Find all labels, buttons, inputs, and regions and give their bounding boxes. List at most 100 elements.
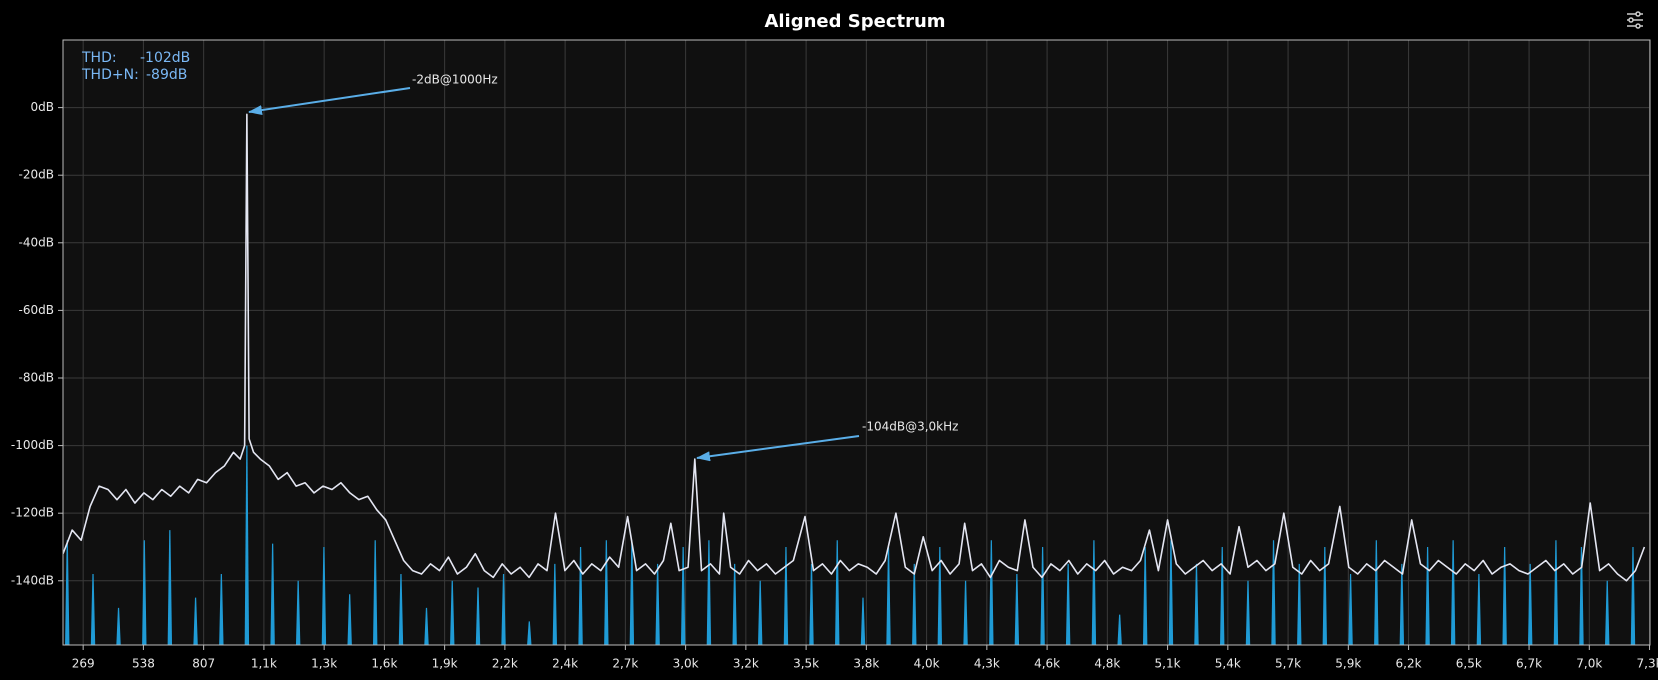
- x-tick-label: 1,9k: [432, 657, 458, 671]
- x-tick-label: 4,3k: [974, 657, 1000, 671]
- spike: [732, 563, 737, 645]
- y-tick-label: -140dB: [11, 573, 54, 587]
- spike: [783, 546, 789, 645]
- x-tick-label: 6,2k: [1396, 657, 1422, 671]
- spike: [244, 445, 250, 645]
- x-tick-label: 2,7k: [612, 657, 638, 671]
- spike: [1014, 574, 1020, 645]
- spike: [1194, 563, 1199, 645]
- spike: [1091, 540, 1097, 645]
- spike: [1065, 563, 1071, 645]
- spike: [578, 546, 583, 645]
- x-tick-label: 3,0k: [673, 657, 699, 671]
- spike: [860, 597, 866, 645]
- stat-label: THD+N:: [81, 67, 139, 83]
- y-tick-label: -100dB: [11, 438, 54, 452]
- spike: [398, 574, 404, 645]
- spike: [347, 594, 352, 645]
- spike: [1374, 540, 1379, 645]
- stat-label: THD:: [81, 50, 117, 66]
- annotation-arrow: [248, 87, 411, 116]
- annotation-arrow: [696, 435, 860, 462]
- spike: [706, 540, 712, 645]
- chart-title: Aligned Spectrum: [764, 11, 945, 32]
- x-tick-label: 7,3k: [1637, 657, 1658, 671]
- spike: [1399, 563, 1405, 645]
- spike: [65, 540, 70, 645]
- spike: [552, 563, 558, 645]
- spike: [989, 540, 994, 645]
- spike: [912, 563, 917, 645]
- spike: [1245, 580, 1251, 645]
- plot-area: [63, 40, 1650, 645]
- x-tick-label: 1,6k: [371, 657, 397, 671]
- x-tick-label: 6,5k: [1456, 657, 1482, 671]
- data-layer: [63, 113, 1646, 645]
- spike: [1553, 540, 1559, 645]
- x-tick-label: 538: [132, 657, 155, 671]
- spike: [1605, 580, 1610, 645]
- x-tick-label: 3,2k: [733, 657, 759, 671]
- spike: [424, 607, 429, 645]
- x-tick-label: 4,0k: [914, 657, 940, 671]
- spike: [1220, 546, 1225, 645]
- spike: [1502, 546, 1507, 645]
- spike: [1271, 540, 1276, 645]
- x-tick-label: 7,0k: [1576, 657, 1602, 671]
- spike: [1117, 614, 1122, 645]
- spike: [116, 607, 121, 645]
- spike: [321, 546, 327, 645]
- y-tick-label: -80dB: [19, 370, 54, 384]
- spike: [295, 580, 301, 645]
- spike: [1168, 540, 1174, 645]
- y-tick-label: -40dB: [19, 235, 54, 249]
- annotation: -104dB@3,0kHz: [862, 420, 958, 434]
- spike: [886, 546, 891, 645]
- stat-value: -102dB: [140, 50, 190, 66]
- x-tick-label: 1,3k: [311, 657, 337, 671]
- spectrum-line: [63, 113, 1646, 582]
- x-tick-label: 6,7k: [1516, 657, 1542, 671]
- x-tick-label: 5,7k: [1275, 657, 1301, 671]
- spike: [90, 574, 96, 645]
- annotation: -2dB@1000Hz: [412, 73, 498, 87]
- x-tick-label: 1,1k: [251, 657, 277, 671]
- spike: [629, 540, 635, 645]
- x-tick-label: 4,8k: [1094, 657, 1120, 671]
- spike: [1450, 540, 1456, 645]
- spike: [680, 546, 686, 645]
- spike: [1142, 546, 1148, 645]
- spike: [1579, 546, 1584, 645]
- spike: [937, 546, 943, 645]
- x-tick-label: 5,1k: [1155, 657, 1181, 671]
- plot-frame: [62, 39, 1651, 646]
- x-tick-label: 4,6k: [1034, 657, 1060, 671]
- spike: [655, 563, 660, 645]
- spike: [1425, 546, 1430, 645]
- x-tick-label: 269: [72, 657, 95, 671]
- x-tick-label: 5,9k: [1335, 657, 1361, 671]
- spike: [604, 540, 609, 645]
- spike: [450, 580, 455, 645]
- spike: [757, 580, 763, 645]
- settings-icon[interactable]: [1627, 11, 1643, 29]
- spike: [501, 574, 506, 645]
- y-tick-label: 0dB: [31, 100, 54, 114]
- spike: [193, 597, 198, 645]
- spike: [963, 580, 968, 645]
- spike: [1040, 546, 1045, 645]
- spike: [1527, 563, 1533, 645]
- y-tick-label: -120dB: [11, 506, 54, 520]
- x-tick-label: 2,2k: [492, 657, 518, 671]
- spike: [167, 530, 173, 645]
- spike: [835, 540, 840, 645]
- spike: [1297, 563, 1302, 645]
- x-tick-label: 2,4k: [552, 657, 578, 671]
- x-tick-label: 3,5k: [793, 657, 819, 671]
- spike: [1630, 546, 1636, 645]
- stat-value: -89dB: [146, 67, 187, 83]
- spike: [219, 574, 224, 645]
